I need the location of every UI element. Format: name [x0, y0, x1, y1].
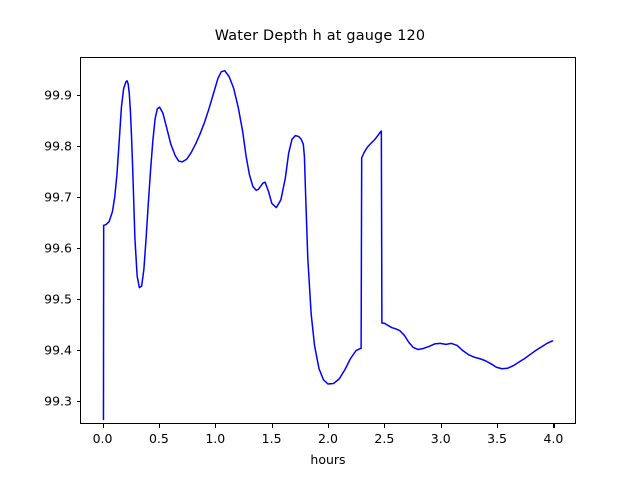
- x-tick-label: 3.0: [430, 431, 451, 446]
- x-tick-label: 0.5: [148, 431, 169, 446]
- y-tick-mark: [76, 146, 80, 148]
- y-tick-label: 99.8: [44, 138, 72, 154]
- x-tick-label: 2.5: [374, 431, 395, 446]
- x-tick-label: 3.5: [487, 431, 508, 446]
- chart-title: Water Depth h at gauge 120: [214, 28, 426, 44]
- x-tick-mark: [497, 424, 499, 428]
- y-tick-mark: [76, 401, 80, 403]
- x-tick-mark: [440, 424, 442, 428]
- x-tick-label: 1.5: [261, 431, 282, 446]
- y-tick-mark: [76, 299, 80, 301]
- x-tick-mark: [102, 424, 104, 428]
- x-tick-label: 0.0: [92, 431, 113, 446]
- y-tick-label: 99.5: [44, 291, 72, 307]
- y-tick-label: 99.6: [44, 240, 72, 256]
- y-tick-mark: [76, 350, 80, 352]
- x-tick-label: 4.0: [543, 431, 564, 446]
- x-axis-label: hours: [310, 452, 346, 467]
- y-tick-label: 99.9: [44, 87, 72, 103]
- y-tick-mark: [76, 248, 80, 250]
- y-tick-mark: [76, 197, 80, 199]
- x-tick-label: 1.0: [205, 431, 226, 446]
- x-tick-mark: [328, 424, 330, 428]
- x-tick-mark: [553, 424, 555, 428]
- x-tick-mark: [384, 424, 386, 428]
- y-tick-label: 99.4: [44, 342, 72, 358]
- data-line-svg: [81, 58, 575, 423]
- x-tick-mark: [271, 424, 273, 428]
- plot-axes: [80, 57, 576, 424]
- series-line-h: [103, 71, 552, 420]
- y-tick-label: 99.3: [44, 393, 72, 409]
- y-tick-mark: [76, 95, 80, 97]
- x-tick-mark: [215, 424, 217, 428]
- x-tick-label: 2.0: [318, 431, 338, 446]
- x-tick-mark: [158, 424, 160, 428]
- y-tick-label: 99.7: [44, 189, 72, 205]
